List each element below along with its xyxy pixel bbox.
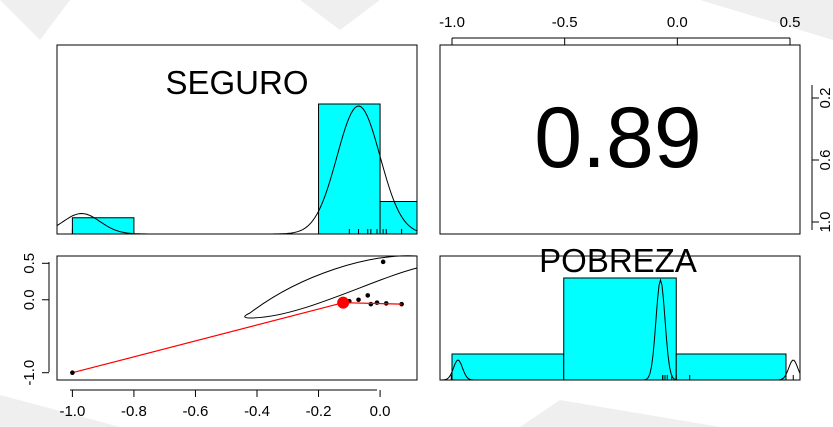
seguro-bar-1 <box>71 217 135 235</box>
scatter-point-5 <box>368 301 374 307</box>
left-axis-tick-label-1: 0.5 <box>21 253 38 274</box>
pobreza-bar-3 <box>675 353 787 381</box>
correlation-ellipse <box>244 255 418 319</box>
pobreza-density-curve <box>440 278 801 381</box>
regression-line <box>72 302 344 374</box>
seguro-title: SEGURO <box>165 64 308 101</box>
left-axis-tick-label-2: 0.0 <box>21 289 38 310</box>
top-axis: -1.0 -0.5 0.0 0.5 <box>439 14 800 45</box>
regression-line-tail <box>343 302 402 305</box>
seguro-histogram: SEGURO <box>56 64 418 235</box>
mean-point <box>337 296 350 309</box>
bottom-axis-tick-label-4: -0.4 <box>244 403 270 420</box>
top-axis-tick-label-2: -0.5 <box>552 14 578 31</box>
bottom-axis-tick-label-2: -0.8 <box>121 403 147 420</box>
right-axis: 0.2 0.6 1.0 <box>811 85 833 233</box>
scatter-point-9 <box>399 301 404 307</box>
pobreza-bar-1 <box>451 353 565 381</box>
scatter-point-3 <box>356 297 361 303</box>
top-axis-tick-label-3: 0.0 <box>667 14 688 31</box>
seguro-density-curve <box>56 105 418 235</box>
left-axis-tick-label-3: -1.0 <box>21 360 38 386</box>
right-axis-tick-label-1: 0.2 <box>817 88 833 109</box>
scatter-point-4 <box>365 293 371 298</box>
scatter-point-1 <box>70 370 75 376</box>
pobreza-title: POBREZA <box>539 242 697 279</box>
pobreza-histogram: POBREZA <box>440 242 801 381</box>
pobreza-bar-2 <box>563 277 677 381</box>
seguro-bar-2 <box>318 103 381 235</box>
bottom-axis-tick-label-6: 0.0 <box>370 403 391 420</box>
scatter-plot <box>70 255 418 376</box>
scatter-point-7 <box>380 259 386 265</box>
top-axis-tick-label-4: 0.5 <box>780 14 801 31</box>
correlation-panel <box>439 44 801 235</box>
left-axis: 0.5 0.0 -1.0 <box>21 253 50 386</box>
bottom-axis-tick-label-1: -1.0 <box>59 403 85 420</box>
scatter-panel <box>56 255 418 381</box>
bottom-axis: -1.0 -0.8 -0.6 -0.4 -0.2 0.0 <box>59 389 391 420</box>
top-axis-tick-label-1: -1.0 <box>439 14 465 31</box>
right-axis-tick-label-2: 0.6 <box>817 150 833 171</box>
right-axis-tick-label-3: 1.0 <box>817 212 833 233</box>
correlation-value: 0.89 <box>534 90 701 186</box>
seguro-bar-3 <box>379 201 418 235</box>
bottom-axis-tick-label-5: -0.2 <box>306 403 332 420</box>
bottom-axis-tick-label-3: -0.6 <box>183 403 209 420</box>
scatter-point-6 <box>374 300 380 305</box>
